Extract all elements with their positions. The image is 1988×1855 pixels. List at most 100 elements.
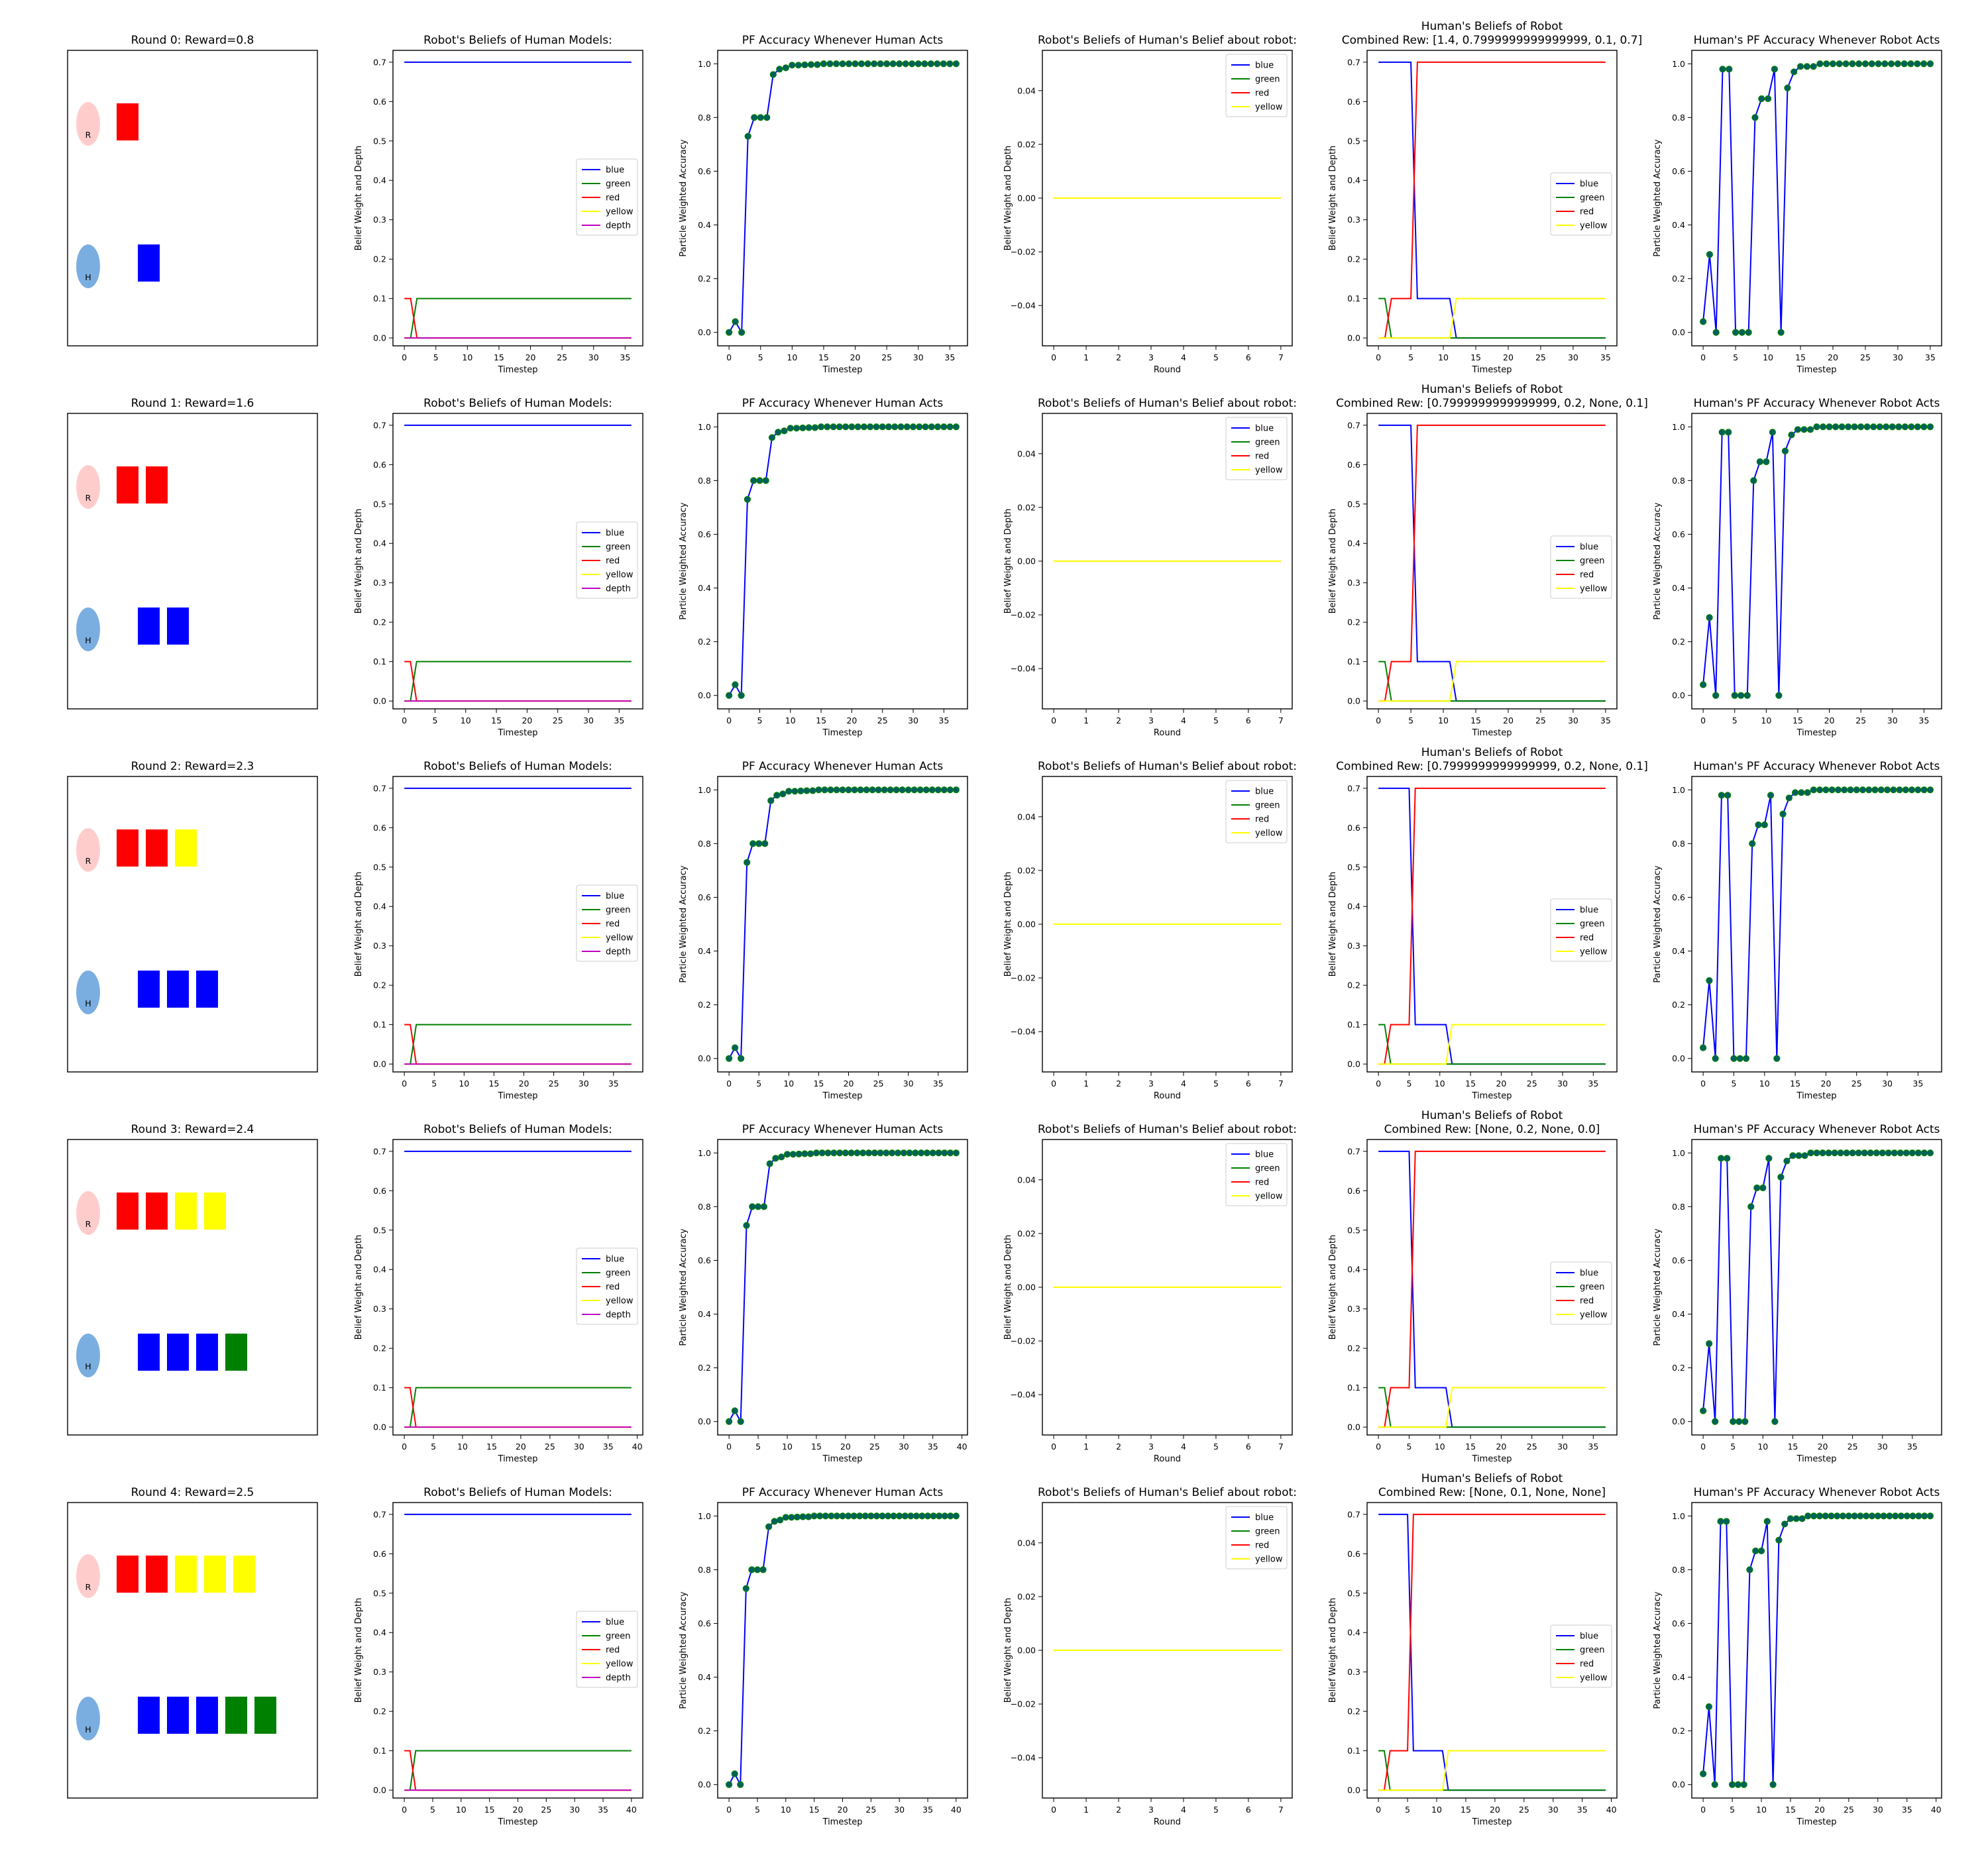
x-tick-label: 0 [1700,1805,1706,1815]
x-tick-label: 0 [1376,1442,1381,1452]
x-tick-label: 5 [757,716,762,725]
series-line-red [404,661,632,702]
accuracy-point [881,786,888,794]
y-tick-label: 0.00 [1017,1646,1036,1656]
y-tick-label: 0.0 [1347,333,1360,343]
accuracy-point [848,423,856,431]
x-tick-label: 25 [1851,1079,1862,1088]
accuracy-point [1861,1149,1868,1157]
x-tick-label: 5 [1408,716,1413,725]
accuracy-point [1736,1055,1743,1062]
y-tick-label: 0.8 [1672,1202,1685,1212]
accuracy-point [877,60,884,68]
y-tick-label: 0.6 [698,529,711,539]
x-tick-label: 7 [1278,352,1284,362]
robot-circle [76,465,100,509]
accuracy-point [1926,1512,1934,1520]
legend-label-blue: blue [1580,906,1598,916]
y-tick-label: 0.4 [373,1265,386,1275]
accuracy-point [947,1512,954,1520]
human-block-blue [167,1334,189,1371]
accuracy-point [922,786,930,794]
legend-label-red: red [1255,452,1269,462]
accuracy-point [1813,1149,1820,1157]
series-line-green [404,661,632,702]
series-line-green [1378,1387,1606,1428]
legend-label-yellow: yellow [606,933,634,943]
human-pf-accuracy-chart-1: 0 5 10 15 20 25 30 35 0.0 0.2 0.4 0.6 0.8 1.0 Human's … [1653,397,1942,738]
accuracy-point [1901,423,1908,431]
accuracy-point [1845,423,1852,431]
robot-block-yellow [175,829,197,867]
x-tick-label: 5 [1213,352,1219,362]
legend-label-yellow: yellow [1255,1192,1283,1202]
human-block-blue [196,1697,218,1734]
y-tick-label: 0.8 [1672,113,1685,123]
human-pf-accuracy-chart-2: 0 5 10 15 20 25 30 35 0.0 0.2 0.4 0.6 0.8 1.0 Human's … [1653,760,1942,1101]
legend-label-blue: blue [1580,180,1598,189]
legend-label-blue: blue [606,892,624,902]
accuracy-point [1785,794,1793,802]
accuracy-point [946,1149,954,1157]
x-tick-label: 10 [459,1079,469,1088]
chart-title-line2: Combined Rew: [0.7999999999999999, 0.2, … [1336,760,1648,773]
accuracy-point [738,692,745,699]
accuracy-point [1838,423,1846,431]
accuracy-point [1706,1340,1713,1348]
x-tick-label: 35 [608,1079,619,1088]
x-tick-label: 20 [513,1805,524,1815]
accuracy-point [1855,1149,1862,1157]
human-beliefs-chart-4: 0 5 10 15 20 25 30 35 40 0.0 0.1 0.2 0.3 0.4 0.5 0.6 0.7… [1328,1472,1618,1827]
x-tick-label: 2 [1116,1442,1121,1452]
accuracy-point [744,132,751,140]
accuracy-point [879,423,886,431]
y-tick-label: 0.04 [1017,449,1036,458]
accuracy-point [918,1512,926,1520]
legend-label-green: green [606,1632,631,1642]
accuracy-point [1819,423,1827,431]
accuracy-point [1712,329,1720,336]
accuracy-point [922,423,929,431]
legend-label-blue: blue [606,1255,624,1265]
y-axis-label: Belief Weight and Depth [1328,1598,1338,1703]
robot-block-red [117,1556,138,1593]
accuracy-point [1865,786,1873,794]
x-tick-label: 15 [818,352,829,362]
accuracy-point [890,1512,897,1520]
series-line-red [404,1024,632,1065]
pf-accuracy-chart-3: 0 5 10 15 20 25 30 35 40 0.0 0.2 0.4 0.6 0.8 1.0 PF Acc… [679,1123,968,1464]
x-tick-label: 20 [1496,1442,1506,1452]
y-axis-label: Belief Weight and Depth [1003,1598,1013,1703]
x-tick-label: 15 [1465,1442,1476,1452]
y-axis-label: Belief Weight and Depth [1328,872,1338,977]
chart-title: Robot's Beliefs of Human Models: [423,34,612,47]
round-scene-3: Round 3: Reward=2.4 R H [67,1123,318,1436]
y-tick-label: 0.3 [1347,1667,1360,1677]
x-tick-label: 30 [569,1805,580,1815]
accuracy-line [1702,789,1930,1059]
x-tick-label: 30 [588,352,599,362]
accuracy-point [921,60,928,68]
chart-title: PF Accuracy Whenever Human Acts [742,1486,944,1499]
y-tick-label: 0.6 [698,1255,711,1265]
nested-beliefs-chart-1: 0 1 2 3 4 5 6 7 −0.04 −0.02 0.00 0.02 0.04 Robot's Be… [1003,397,1297,738]
accuracy-point [748,1566,755,1573]
y-tick-label: 0.7 [1347,783,1360,793]
accuracy-point [1841,786,1848,794]
x-tick-label: 20 [1496,1079,1506,1088]
accuracy-point [1706,614,1713,621]
x-tick-label: 15 [1785,1805,1796,1815]
y-tick-label: 1.0 [1672,1148,1685,1158]
x-tick-label: 25 [549,1079,559,1088]
accuracy-point [1853,786,1860,794]
accuracy-point [803,787,810,794]
legend-box [1550,1624,1612,1688]
axes-frame [392,1139,643,1436]
x-tick-label: 3 [1148,1805,1154,1815]
accuracy-point [1822,786,1830,794]
accuracy-point [1895,423,1903,431]
accuracy-point [783,1151,791,1158]
legend-label-depth: depth [606,1310,631,1320]
x-tick-label: 25 [553,716,563,725]
y-axis-label: Belief Weight and Depth [1328,509,1338,613]
